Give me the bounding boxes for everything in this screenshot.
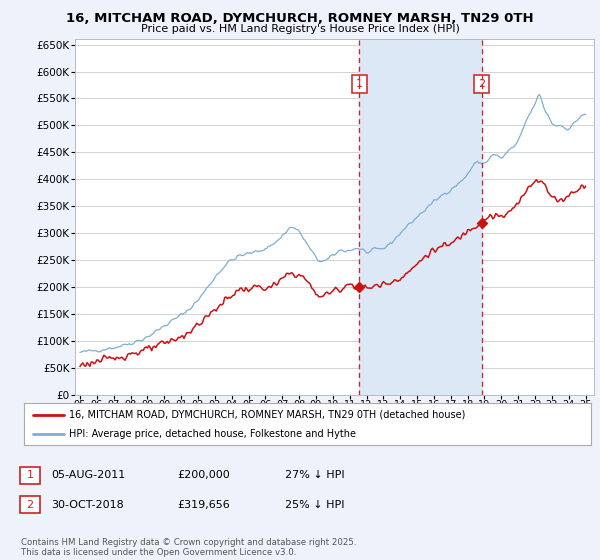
Text: 30-OCT-2018: 30-OCT-2018	[51, 500, 124, 510]
Text: 16, MITCHAM ROAD, DYMCHURCH, ROMNEY MARSH, TN29 0TH (detached house): 16, MITCHAM ROAD, DYMCHURCH, ROMNEY MARS…	[70, 409, 466, 419]
Text: 16, MITCHAM ROAD, DYMCHURCH, ROMNEY MARSH, TN29 0TH: 16, MITCHAM ROAD, DYMCHURCH, ROMNEY MARS…	[66, 12, 534, 25]
Text: HPI: Average price, detached house, Folkestone and Hythe: HPI: Average price, detached house, Folk…	[70, 429, 356, 439]
Bar	[359, 39, 482, 395]
Text: £200,000: £200,000	[177, 470, 230, 480]
Text: Price paid vs. HM Land Registry's House Price Index (HPI): Price paid vs. HM Land Registry's House …	[140, 24, 460, 34]
Text: £319,656: £319,656	[177, 500, 230, 510]
Text: 25% ↓ HPI: 25% ↓ HPI	[285, 500, 344, 510]
Text: 1: 1	[356, 78, 363, 88]
Text: 2: 2	[478, 78, 485, 88]
Text: Contains HM Land Registry data © Crown copyright and database right 2025.
This d: Contains HM Land Registry data © Crown c…	[21, 538, 356, 557]
Text: 2: 2	[26, 500, 34, 510]
Text: 1: 1	[26, 470, 34, 480]
Text: 05-AUG-2011: 05-AUG-2011	[51, 470, 125, 480]
Text: 27% ↓ HPI: 27% ↓ HPI	[285, 470, 344, 480]
